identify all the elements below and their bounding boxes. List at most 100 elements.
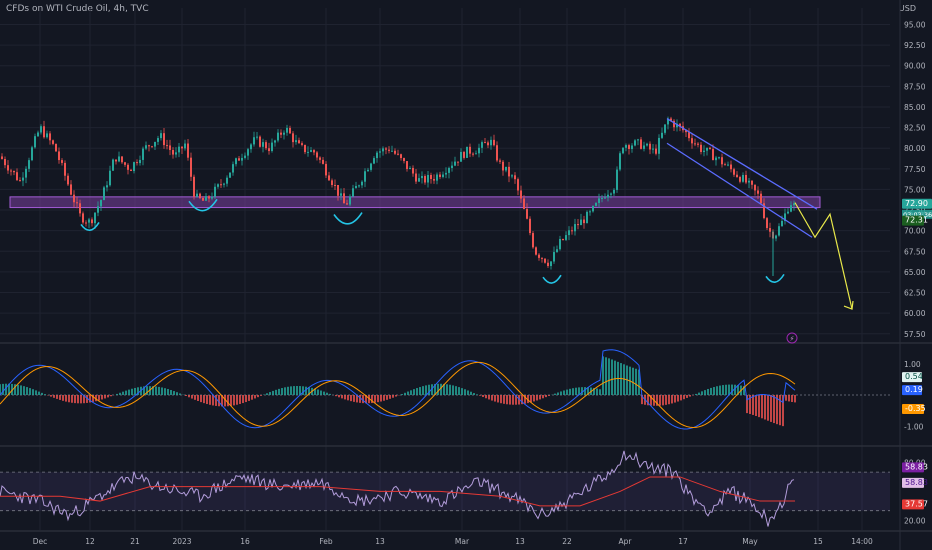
symbol-title[interactable]: CFDs on WTI Crude Oil, 4h, TVC (6, 4, 149, 14)
bottom-marker[interactable] (765, 273, 785, 283)
time-tick-label: Mar (455, 537, 470, 546)
macd-histogram-bar (260, 395, 262, 396)
support-zone[interactable] (9, 196, 821, 209)
macd-histogram-bar (479, 395, 481, 396)
candle-body (13, 170, 15, 173)
candle-body (136, 162, 138, 164)
countdown-bg (902, 209, 932, 219)
candle-body (499, 160, 501, 162)
candle-body (577, 224, 579, 226)
candle-body (514, 175, 516, 180)
candle-body (382, 148, 384, 152)
lightning-icon[interactable] (786, 332, 798, 344)
time-tick-label: 12 (85, 537, 95, 546)
macd-histogram-bar (20, 385, 22, 395)
macd-histogram-bar (440, 383, 442, 395)
macd-histogram-bar (521, 395, 523, 405)
candle-body (139, 159, 141, 164)
macd-histogram-bar (791, 395, 793, 402)
macd-histogram-bar (476, 394, 478, 395)
macd-histogram-bar (410, 390, 412, 395)
time-tick-label: 15 (813, 537, 823, 546)
bottom-marker[interactable] (542, 274, 562, 284)
macd-histogram-bar (257, 395, 259, 398)
candle-body (343, 193, 345, 204)
last-price-label: 72.90 (905, 199, 928, 208)
candle-body (394, 150, 396, 154)
candle-body (100, 200, 102, 207)
rsi-tick-label: 20.00 (904, 516, 926, 525)
channel-lower-line[interactable] (666, 142, 813, 238)
price-tick-label: 87.50 (904, 82, 926, 91)
macd-histogram-bar (401, 394, 403, 395)
candle-body (556, 249, 558, 253)
candle-body (400, 154, 402, 159)
lightning-glyph: ⚡ (790, 335, 795, 343)
bottom-marker[interactable] (333, 212, 363, 225)
bottom-marker[interactable] (188, 198, 218, 212)
candle-body (184, 143, 186, 149)
candle-body (190, 157, 192, 177)
signal-line (0, 361, 796, 428)
macd-histogram-bar (230, 395, 232, 406)
candle-body (364, 171, 366, 182)
macd-histogram-bar (206, 395, 208, 405)
macd-histogram-bar (599, 389, 601, 395)
candle-body (784, 213, 786, 222)
macd-histogram-bar (674, 395, 676, 403)
candle-body (460, 151, 462, 162)
time-tick-label: 2023 (172, 537, 191, 546)
candle-body (544, 258, 546, 263)
candle-body (178, 146, 180, 153)
candle-body (307, 151, 309, 153)
macd-histogram-bar (125, 390, 127, 395)
price-tick-label: 67.50 (904, 247, 926, 256)
candle-body (490, 139, 492, 146)
macd-histogram-label-bg (902, 372, 922, 383)
macd-histogram-bar (176, 392, 178, 395)
candle-body (187, 143, 189, 158)
candle-body (412, 167, 414, 174)
macd-histogram-bar (470, 391, 472, 395)
candle-body (451, 165, 453, 169)
candle-body (202, 197, 204, 201)
macd-histogram-bar (128, 389, 130, 395)
macd-histogram-bar (233, 395, 235, 406)
candle-body (445, 172, 447, 175)
candle-body (424, 176, 426, 183)
candle-body (154, 141, 156, 147)
macd-histogram-bar (746, 395, 748, 414)
macd-histogram-bar (272, 390, 274, 395)
macd-histogram-bar (764, 395, 766, 420)
macd-histogram-bar (458, 387, 460, 395)
candle-body (607, 194, 609, 198)
macd-histogram-bar (728, 384, 730, 395)
macd-histogram-bar (119, 392, 121, 395)
candle-body (589, 211, 591, 213)
macd-histogram-bar (752, 395, 754, 415)
macd-histogram-bar (749, 395, 751, 414)
macd-histogram-bar (80, 395, 82, 404)
time-tick-label: Apr (619, 537, 633, 546)
macd-histogram-bar (59, 395, 61, 400)
prev-close-label: 72.31 (905, 216, 928, 225)
macd-histogram-bar (662, 395, 664, 406)
candle-body (124, 162, 126, 165)
projection-path[interactable] (794, 202, 853, 310)
candle-body (352, 188, 354, 197)
candle-body (436, 174, 438, 181)
macd-histogram-bar (779, 395, 781, 426)
channel-upper-line[interactable] (666, 117, 818, 210)
candle-body (148, 145, 150, 147)
candle-body (415, 173, 417, 182)
macd-histogram-bar (605, 357, 607, 395)
macd-histogram-bar (32, 389, 34, 395)
candle-body (280, 132, 282, 135)
bottom-marker[interactable] (80, 221, 100, 232)
candle-body (7, 165, 9, 171)
macd-histogram-bar (377, 395, 379, 403)
candle-body (568, 230, 570, 236)
candle-body (688, 132, 690, 139)
macd-histogram-bar (416, 388, 418, 395)
